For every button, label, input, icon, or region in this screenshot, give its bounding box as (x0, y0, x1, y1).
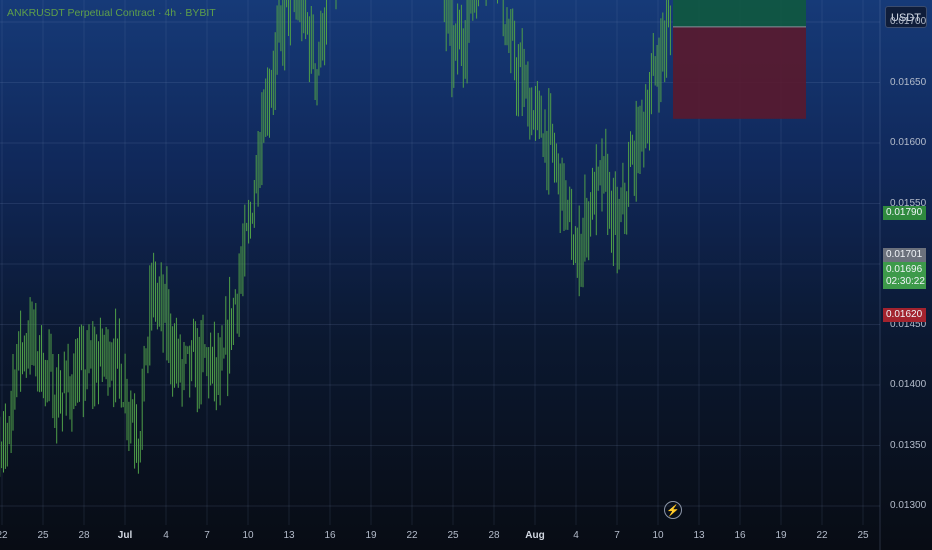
target-zone[interactable] (673, 0, 806, 27)
time-tick-label: 19 (775, 530, 787, 541)
price-tick-label: 0.01350 (890, 439, 927, 451)
price-tick-label: 0.01450 (890, 318, 927, 330)
time-tick-label: 4 (573, 530, 579, 541)
time-tick-label: 22 (816, 530, 828, 541)
time-tick-label: 22 (0, 530, 8, 541)
time-tick-label: 25 (857, 530, 869, 541)
lightning-icon[interactable]: ⚡ (664, 501, 682, 519)
stop-price-badge: 0.01620 (883, 308, 926, 322)
time-tick-label: 25 (447, 530, 459, 541)
time-tick-label: 13 (693, 530, 705, 541)
price-tick-label: 0.01400 (890, 379, 927, 390)
time-tick-label: 7 (204, 530, 210, 541)
position-tool[interactable] (673, 0, 806, 119)
time-tick-label: 25 (37, 530, 49, 541)
time-tick-label: Aug (525, 530, 545, 541)
price-tick-label: 0.01650 (890, 76, 927, 88)
time-tick-label: 7 (614, 530, 620, 541)
time-tick-label: 10 (242, 530, 254, 541)
time-tick-label: 13 (283, 530, 295, 541)
target-price-badge: 0.01790 (883, 206, 926, 220)
time-tick-label: 4 (163, 530, 169, 541)
current-price-badge: 0.01701 (883, 248, 926, 262)
time-tick-label: 16 (324, 530, 336, 541)
last-price-value: 0.01696 (886, 264, 923, 275)
price-tick-label: 0.01600 (890, 137, 927, 148)
candles (0, 0, 671, 477)
price-tick-label: 0.01300 (890, 500, 927, 511)
time-tick-label: 16 (734, 530, 746, 541)
time-tick-label: 22 (406, 530, 418, 541)
time-tick-label: 19 (365, 530, 377, 541)
time-tick-label: 28 (78, 530, 90, 541)
time-tick-label: Jul (117, 530, 133, 541)
chart-title[interactable]: ANKRUSDT Perpetual Contract · 4h · BYBIT (7, 7, 216, 19)
countdown-timer: 02:30:22 (886, 275, 925, 287)
price-tick-label: 0.01700 (890, 16, 927, 27)
stop-zone[interactable] (673, 26, 806, 119)
time-tick-label: 28 (488, 530, 500, 541)
price-tick-label: 0.01550 (890, 197, 927, 209)
time-tick-label: 10 (652, 530, 664, 541)
last-price-badge: 0.01696 02:30:22 (883, 262, 926, 289)
currency-button[interactable]: USDT (885, 6, 927, 28)
